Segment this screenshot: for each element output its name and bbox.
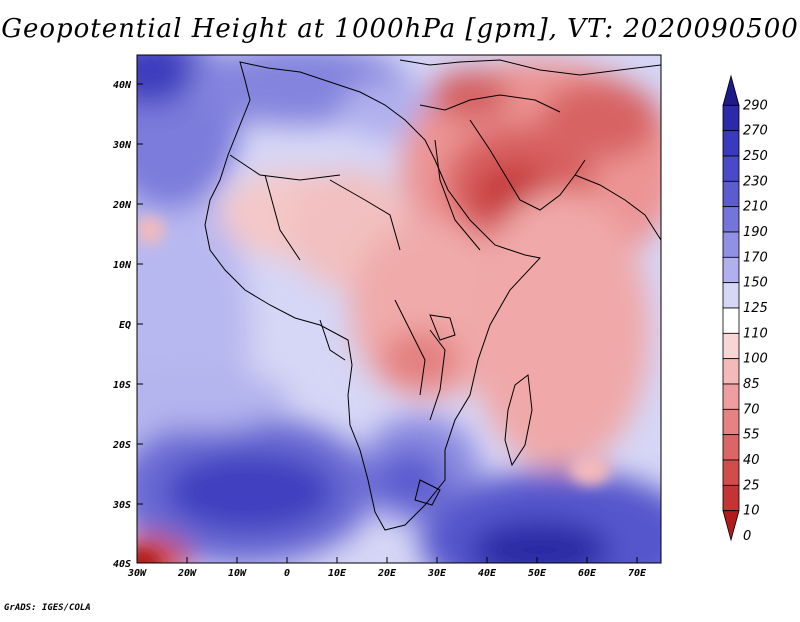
- lat-label: 40S: [113, 559, 131, 570]
- colorbar-label: 25: [743, 478, 760, 493]
- colorbar-swatch: [722, 408, 740, 436]
- colorbar-label: 210: [743, 200, 768, 215]
- lon-label: 40E: [478, 568, 497, 579]
- colorbar-swatch: [722, 180, 740, 208]
- colorbar-label: 230: [743, 174, 768, 189]
- latitude-axis: 40N 30N 20N 10N EQ 10S 20S 30S 40S: [112, 80, 143, 570]
- colorbar-swatch: [722, 130, 740, 157]
- colorbar-label: 110: [743, 326, 768, 341]
- colorbar-swatch: [722, 155, 740, 182]
- lon-label: 30W: [127, 568, 147, 579]
- lon-label: 70E: [628, 568, 647, 579]
- colorbar-label: 85: [743, 377, 760, 392]
- lon-label: 10E: [328, 568, 347, 579]
- lon-label: 20W: [177, 568, 197, 579]
- colorbar-swatch: [722, 74, 740, 106]
- colorbar-swatch: [722, 358, 740, 385]
- coastline-outlines: [204, 59, 661, 531]
- lat-label: 20N: [112, 200, 132, 211]
- colorbar-label: 125: [743, 301, 768, 316]
- colorbar-label: 70: [743, 402, 760, 417]
- lat-label: 20S: [112, 440, 131, 451]
- colorbar-swatch: [722, 434, 740, 461]
- map-title: Geopotential Height at 1000hPa [gpm], VT…: [1, 14, 799, 44]
- colorbar-swatch: [722, 332, 740, 360]
- colorbar-swatch: [722, 282, 740, 309]
- lat-label: EQ: [119, 320, 131, 331]
- colorbar-label: 10: [743, 504, 760, 519]
- colorbar-swatch: [722, 484, 740, 512]
- colorbar-label: 190: [743, 225, 768, 240]
- colorbar-swatch: [722, 231, 740, 258]
- longitude-axis: 30W 20W 10W 0 10E 20E 30E 40E 50E 60E 70…: [127, 557, 647, 579]
- colorbar-swatch: [722, 256, 740, 284]
- lon-label: 20E: [377, 568, 397, 579]
- lon-label: 60E: [578, 568, 597, 579]
- grads-credit: GrADS: IGES/COLA: [4, 603, 91, 613]
- lon-label: 50E: [528, 568, 547, 579]
- lat-label: 30S: [112, 500, 131, 511]
- lon-label: 0: [284, 568, 290, 579]
- colorbar-swatch: [722, 510, 740, 542]
- colorbar-swatch: [722, 383, 740, 410]
- lat-label: 30N: [112, 140, 132, 151]
- colorbar-label: 40: [743, 453, 760, 468]
- lon-label: 30E: [427, 568, 447, 579]
- colorbar-swatch: [722, 206, 740, 233]
- colorbar: 2902702502302101901701501251101008570554…: [722, 74, 768, 544]
- colorbar-label: 55: [743, 428, 760, 443]
- lon-label: 10W: [228, 568, 247, 579]
- lat-label: 40N: [113, 80, 132, 91]
- colorbar-label: 250: [743, 149, 768, 164]
- colorbar-label: 170: [743, 250, 768, 265]
- lat-label: 10S: [113, 380, 131, 391]
- lat-label: 10N: [113, 260, 132, 271]
- map-frame: [136, 54, 662, 564]
- colorbar-label: 100: [743, 352, 768, 367]
- colorbar-swatch: [722, 307, 740, 334]
- colorbar-swatch: [722, 459, 740, 486]
- colorbar-swatch: [722, 104, 740, 132]
- height-field: [137, 55, 661, 563]
- colorbar-label: 150: [743, 276, 768, 291]
- colorbar-label: 270: [743, 124, 768, 139]
- colorbar-label: 290: [743, 98, 768, 113]
- colorbar-label: 0: [743, 529, 751, 544]
